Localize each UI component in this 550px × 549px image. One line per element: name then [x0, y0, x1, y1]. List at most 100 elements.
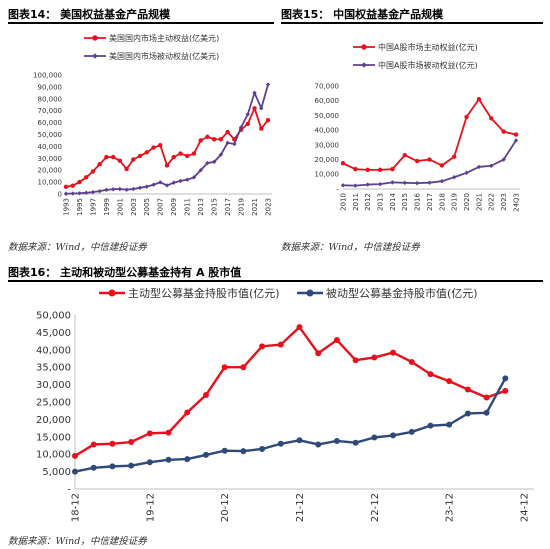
- series-1-point: [252, 90, 257, 96]
- series-1-point: [90, 189, 96, 195]
- x-tick-label: 2023: [500, 193, 508, 211]
- series-1-point: [146, 459, 153, 466]
- series-1-point: [340, 183, 346, 188]
- series-0-point: [377, 167, 383, 173]
- series-1-point: [205, 160, 210, 166]
- y-tick-label: 40,000: [38, 143, 63, 151]
- y-tick-label: 25,000: [36, 398, 71, 409]
- series-1-point: [171, 180, 176, 185]
- series-0-point: [427, 371, 434, 378]
- series-0-point: [77, 179, 82, 185]
- series-1-point: [221, 447, 228, 454]
- x-tick-label: 2015: [401, 193, 409, 211]
- y-tick-label: 30,000: [38, 155, 63, 163]
- x-tick-label: 2021: [475, 193, 483, 211]
- series-1-point: [414, 180, 420, 186]
- series-1-point: [513, 138, 519, 143]
- series-1-point: [84, 190, 89, 196]
- x-tick-label: 2010: [339, 193, 347, 211]
- series-0-point: [117, 158, 123, 163]
- legend-1-label: 美国国内市场被动权益(亿美元): [109, 51, 219, 61]
- series-1-point: [402, 180, 407, 186]
- series-0-point: [265, 118, 271, 123]
- x-tick-label: 2020: [463, 193, 471, 211]
- y-tick-label: 10,000: [36, 450, 71, 461]
- y-tick-label: 90,000: [38, 83, 63, 91]
- series-0-point: [221, 364, 228, 371]
- series-1-point: [90, 464, 97, 471]
- series-1-point: [333, 437, 340, 444]
- series-0-point: [259, 343, 266, 350]
- series-1-point: [63, 191, 69, 196]
- series-0-point: [446, 378, 453, 385]
- series-1-point: [353, 183, 358, 188]
- fig14-source: 数据来源：Wind，中信建投证券: [8, 242, 147, 253]
- series-0-point: [513, 132, 519, 137]
- series-0-point: [146, 430, 153, 437]
- y-tick-label: 15,000: [36, 432, 71, 443]
- series-1-point: [315, 441, 322, 448]
- series-1-point: [502, 375, 509, 382]
- fig15-header-rule: [281, 22, 543, 24]
- series-0-point: [63, 184, 69, 190]
- series-1-point: [483, 409, 490, 416]
- fig16-chart: - 5,000 10,000 15,000 20,000 25,000 30,000 35,0…: [36, 286, 534, 522]
- x-tick-label: 20-12: [220, 493, 231, 522]
- series-1-point: [427, 422, 434, 429]
- x-tick-label: 2007: [157, 198, 165, 216]
- legend-0-label: 中国A股市场主动权益(亿元): [378, 42, 478, 52]
- x-tick-label: 2013: [197, 198, 205, 216]
- series-1-point: [202, 451, 209, 458]
- series-1-point: [218, 152, 224, 157]
- y-tick-label: 40,000: [36, 345, 71, 356]
- series-1-point: [476, 164, 482, 170]
- series-1-point: [489, 163, 494, 168]
- series-1-point: [97, 188, 102, 194]
- x-tick-label: 2014: [389, 192, 397, 210]
- x-tick-label: 19-12: [145, 493, 156, 522]
- legend-0-label: 美国国内市场主动权益(亿美元): [109, 33, 219, 43]
- series-0-point: [151, 145, 156, 150]
- series-0-point: [158, 143, 163, 148]
- series-0-point: [124, 166, 129, 172]
- y-tick-label: 60,000: [315, 97, 340, 105]
- series-1-point: [377, 181, 383, 187]
- y-tick-label: 80,000: [38, 95, 63, 103]
- series-0-point: [240, 364, 247, 371]
- series-0-point: [97, 162, 102, 167]
- series-1-point: [352, 439, 359, 446]
- y-tick-label: 60,000: [38, 119, 63, 127]
- series-1-point: [158, 180, 163, 185]
- x-tick-label: 2001: [116, 198, 124, 216]
- series-0-point: [353, 166, 358, 172]
- x-tick-label: 18-12: [71, 493, 82, 522]
- series-0-point: [70, 183, 75, 188]
- legend-0-label: 主动型公募基金持股市值(亿元): [128, 286, 280, 300]
- series-0-point: [439, 163, 445, 168]
- y-tick-label: 35,000: [36, 363, 71, 374]
- series-1-point: [501, 157, 506, 162]
- series-0-point: [225, 129, 230, 135]
- series-1-point: [427, 180, 432, 185]
- legend-0-marker: [92, 35, 98, 41]
- series-1-point: [70, 191, 75, 196]
- x-tick-label: 24-12: [520, 493, 531, 522]
- fig14-chart: 0 10,000 20,000 30,000 40,000 50,000 60,000 70,…: [33, 33, 272, 216]
- series-0-point: [84, 175, 89, 180]
- x-tick-label: 2017: [426, 193, 434, 211]
- fig16-header: 图表16： 主动和被动型公募基金持有 A 股市值: [8, 266, 242, 279]
- x-tick-label: 2011: [352, 193, 360, 211]
- x-tick-label: 2003: [130, 198, 138, 216]
- fig15-header: 图表15： 中国权益基金产品规模: [281, 8, 444, 21]
- x-tick-label: 1997: [89, 198, 97, 216]
- legend-1-label: 被动型公募基金持股市值(亿元): [326, 286, 478, 300]
- series-0-point: [259, 126, 264, 131]
- series-1-point: [178, 178, 183, 184]
- x-tick-label: 2015: [211, 198, 219, 216]
- series-0-point: [110, 154, 116, 160]
- series-0-point: [352, 357, 359, 364]
- x-tick-label: 2013: [377, 193, 385, 211]
- series-1-line: [65, 84, 269, 195]
- series-1-point: [240, 448, 247, 455]
- legend-0-marker: [361, 44, 367, 50]
